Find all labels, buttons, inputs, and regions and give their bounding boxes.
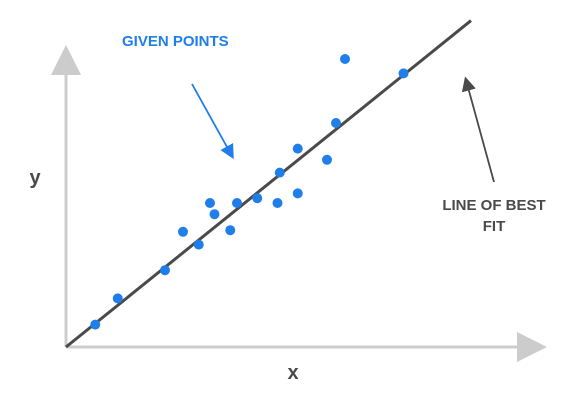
data-point-16 (331, 118, 341, 128)
data-point-10 (252, 193, 263, 204)
data-point-4 (178, 226, 188, 237)
data-point-7 (209, 209, 220, 220)
data-point-13 (292, 188, 303, 199)
line-of-best-fit-label-line2: FIT (483, 218, 506, 235)
given-points-arrow (191, 83, 234, 160)
data-point-14 (292, 143, 303, 154)
data-point-11 (272, 198, 283, 208)
data-point-1 (90, 319, 101, 330)
data-point-12 (274, 167, 285, 178)
given-points-label: GIVEN POINTS (122, 33, 229, 50)
y-axis-label: y (29, 167, 41, 189)
data-point-15 (322, 154, 332, 165)
data-point-9 (232, 198, 242, 208)
data-point-17 (340, 54, 350, 64)
data-point-3 (160, 265, 170, 276)
x-axis-label: x (287, 362, 298, 384)
given-points-group (90, 54, 409, 330)
data-point-8 (225, 225, 236, 236)
data-point-18 (398, 68, 409, 79)
data-point-6 (205, 198, 215, 208)
data-point-2 (112, 293, 123, 304)
line-of-best-fit-arrow (461, 76, 495, 183)
data-point-5 (193, 239, 204, 250)
line-of-best-fit-label-line1: LINE OF BEST (442, 197, 545, 214)
line-of-best-fit (65, 19, 472, 349)
